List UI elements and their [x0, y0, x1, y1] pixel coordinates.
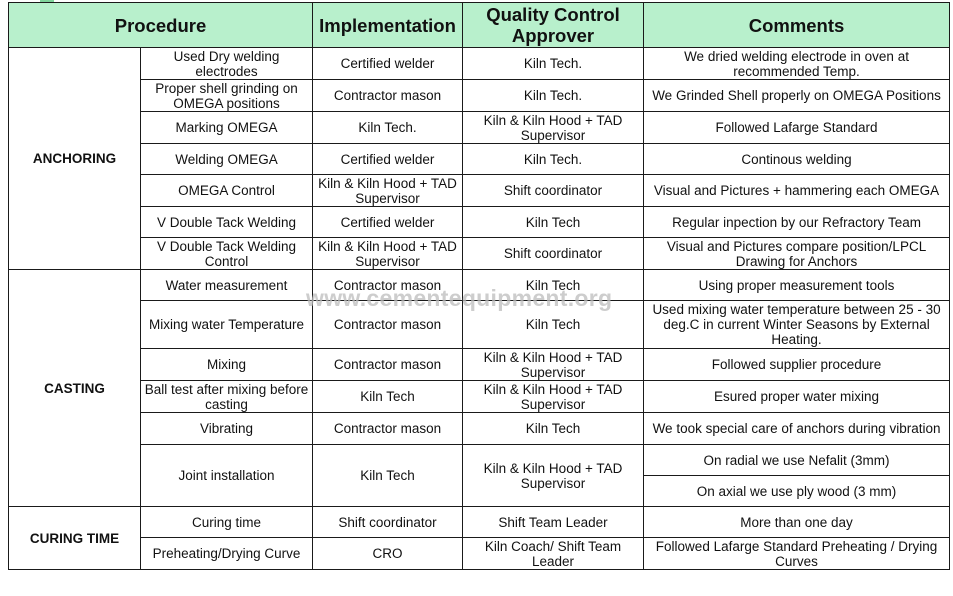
approver-cell: Kiln Coach/ Shift Team Leader [462, 537, 645, 570]
table-row: Vibrating Contractor mason Kiln Tech We … [9, 412, 951, 445]
implementation-cell: Kiln Tech [312, 380, 464, 413]
implementation-cell: Contractor mason [312, 348, 464, 381]
table-row: On axial we use ply wood (3 mm) [9, 475, 951, 507]
approver-cell: Kiln Tech [462, 269, 645, 301]
procedure-cell: OMEGA Control [139, 174, 314, 207]
approver-cell: Kiln Tech [462, 206, 645, 238]
header-implementation: Implementation [312, 2, 464, 48]
implementation-cell: Certified welder [312, 47, 464, 80]
procedure-cell: V Double Tack Welding Control [139, 237, 314, 270]
procedure-cell: Marking OMEGA [139, 111, 314, 144]
procedure-table: Procedure Implementation Quality Control… [7, 2, 951, 570]
group-anchoring: ANCHORING [8, 47, 141, 270]
table-row: ANCHORING Used Dry welding electrodes Ce… [8, 47, 951, 270]
implementation-cell: Shift coordinator [312, 506, 464, 538]
implementation-cell: Certified welder [312, 206, 464, 238]
procedure-cell: Preheating/Drying Curve [139, 537, 314, 570]
approver-cell: Kiln Tech [462, 300, 645, 349]
table-row: V Double Tack Welding Certified welder K… [9, 206, 951, 238]
comment-cell: Continous welding [643, 143, 951, 175]
table-row: Proper shell grinding on OMEGA positions… [9, 79, 951, 112]
approver-cell: Shift coordinator [462, 174, 645, 207]
approver-cell: Kiln & Kiln Hood + TAD Supervisor [462, 444, 645, 507]
procedure-cell: Joint installation [139, 444, 314, 507]
approver-cell: Kiln & Kiln Hood + TAD Supervisor [462, 111, 645, 144]
header-accent-mark [40, 0, 54, 3]
table-row: Marking OMEGA Kiln Tech. Kiln & Kiln Hoo… [9, 111, 951, 144]
comment-cell: Followed Lafarge Standard Preheating / D… [643, 537, 951, 570]
approver-cell: Kiln & Kiln Hood + TAD Supervisor [462, 348, 645, 381]
table-row: V Double Tack Welding Control Kiln & Kil… [9, 237, 951, 270]
comment-cell: Esured proper water mixing [643, 380, 951, 413]
header-comments: Comments [643, 2, 951, 48]
procedure-cell: Mixing [139, 348, 314, 381]
approver-cell: Shift Team Leader [462, 506, 645, 538]
implementation-cell: Contractor mason [312, 79, 464, 112]
comment-cell: Followed Lafarge Standard [643, 111, 951, 144]
comment-cell: Regular inpection by our Refractory Team [643, 206, 951, 238]
comment-cell: We dried welding electrode in oven at re… [643, 47, 951, 80]
group-casting: CASTING [8, 269, 141, 507]
procedure-cell: Curing time [139, 506, 314, 538]
header-procedure: Procedure [7, 2, 314, 48]
procedure-cell: Ball test after mixing before casting [139, 380, 314, 413]
comment-cell: More than one day [643, 506, 951, 538]
implementation-cell: Certified welder [312, 143, 464, 175]
comment-cell: Using proper measurement tools [643, 269, 951, 301]
procedure-cell: Used Dry welding electrodes [139, 47, 314, 80]
table-row: CASTING Water measurement Contractor mas… [8, 269, 951, 507]
procedure-cell: Mixing water Temperature [139, 300, 314, 349]
implementation-cell: Contractor mason [312, 269, 464, 301]
approver-cell: Kiln Tech. [462, 47, 645, 80]
comment-cell: Visual and Pictures + hammering each OME… [643, 174, 951, 207]
group-curing-time: CURING TIME [8, 506, 141, 570]
implementation-cell: CRO [312, 537, 464, 570]
comment-cell: We Grinded Shell properly on OMEGA Posit… [643, 79, 951, 112]
implementation-cell: Contractor mason [312, 412, 464, 445]
implementation-cell: Kiln & Kiln Hood + TAD Supervisor [312, 174, 464, 207]
approver-cell: Kiln Tech. [462, 79, 645, 112]
approver-cell: Kiln Tech. [462, 143, 645, 175]
table-row: Welding OMEGA Certified welder Kiln Tech… [9, 143, 951, 175]
comment-cell: We took special care of anchors during v… [643, 412, 951, 445]
approver-cell: Shift coordinator [462, 237, 645, 270]
procedure-cell: V Double Tack Welding [139, 206, 314, 238]
procedure-cell: Water measurement [139, 269, 314, 301]
table-row: Ball test after mixing before casting Ki… [9, 380, 951, 413]
header-row: Procedure Implementation Quality Control… [7, 2, 951, 48]
table-row: CURING TIME Curing time Shift coordinato… [8, 506, 951, 570]
implementation-cell: Kiln Tech [312, 444, 464, 507]
implementation-cell: Contractor mason [312, 300, 464, 349]
table-row: Joint installation Kiln Tech Kiln & Kiln… [9, 444, 951, 507]
table-row: Mixing water Temperature Contractor maso… [9, 300, 951, 349]
approver-cell: Kiln Tech [462, 412, 645, 445]
implementation-cell: Kiln Tech. [312, 111, 464, 144]
comment-cell: On axial we use ply wood (3 mm) [643, 475, 951, 507]
procedure-cell: Proper shell grinding on OMEGA positions [139, 79, 314, 112]
procedure-cell: Welding OMEGA [139, 143, 314, 175]
procedure-cell: Vibrating [139, 412, 314, 445]
comment-cell: Visual and Pictures compare position/LPC… [643, 237, 951, 270]
comment-cell: Used mixing water temperature between 25… [643, 300, 951, 349]
table-row: Preheating/Drying Curve CRO Kiln Coach/ … [9, 537, 951, 570]
comment-cell: On radial we use Nefalit (3mm) [643, 444, 951, 476]
implementation-cell: Kiln & Kiln Hood + TAD Supervisor [312, 237, 464, 270]
comment-cell: Followed supplier procedure [643, 348, 951, 381]
table-row: Mixing Contractor mason Kiln & Kiln Hood… [9, 348, 951, 381]
approver-cell: Kiln & Kiln Hood + TAD Supervisor [462, 380, 645, 413]
header-qc-approver: Quality Control Approver [462, 2, 645, 48]
table-row: OMEGA Control Kiln & Kiln Hood + TAD Sup… [9, 174, 951, 207]
